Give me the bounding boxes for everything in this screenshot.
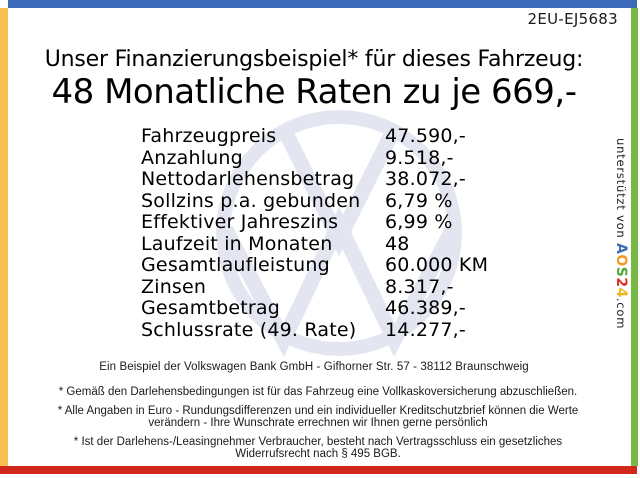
brand-letter: O [613,254,629,267]
finance-table: Fahrzeugpreis 47.590,- Anzahlung 9.518,- Net… [141,125,489,342]
row-value: 8.317,- [385,275,454,298]
table-row: Fahrzeugpreis 47.590,- [141,125,488,148]
bank-provider-line: Ein Beispiel der Volkswagen Bank GmbH - … [99,361,529,373]
table-row: Zinsen 8.317,- [141,275,488,299]
supported-by-prefix: unterstützt von [614,138,628,243]
row-value: 38.072,- [385,168,466,190]
table-row: Anzahlung 9.518,- [141,146,488,170]
row-label: Nettodarlehensbetrag [141,168,355,190]
row-label: Sollzins p.a. gebunden [141,189,361,212]
table-row: Laufzeit in Monaten 48 [141,232,488,256]
row-label: Effektiver Jahreszins [141,211,339,233]
table-row: Gesamtlaufleistung 60.000 KM [141,254,489,277]
row-label: Fahrzeugpreis [141,125,277,147]
frame-bar-bottom [0,466,637,474]
row-label: Zinsen [141,275,207,298]
footnotes: * Gemäß den Darlehensbedingungen ist für… [20,386,616,467]
row-label: Schlussrate (49. Rate) [141,318,357,341]
row-label: Laufzeit in Monaten [141,232,333,255]
table-row: Gesamtbetrag 46.389,- [141,297,488,320]
supported-by-suffix: .com [614,297,628,330]
row-label: Gesamtbetrag [141,297,281,319]
row-value: 6,79 % [385,189,453,212]
supported-by-strip: unterstützt von AOS24.com [613,138,629,368]
brand-letter: 4 [613,287,629,298]
brand-letter: A [613,242,629,255]
row-value: 60.000 KM [385,254,489,276]
row-value: 47.590,- [385,125,466,147]
footnote: * Ist der Darlehens-/Leasingnehmer Verbr… [73,435,563,461]
frame-bar-top [8,0,637,8]
row-label: Gesamtlaufleistung [141,254,330,276]
row-label: Anzahlung [141,146,243,169]
brand-letter: S [613,266,629,278]
license-plate-code: 2EU-EJ5683 [527,10,618,28]
row-value: 48 [385,232,410,255]
row-value: 14.277,- [385,318,466,341]
headline: 48 Monatliche Raten zu je 669,- [51,72,577,112]
aos24-logo: AOS24 [613,243,629,298]
brand-letter: 2 [613,277,629,288]
footnote: * Alle Angaben in Euro - Rundungsdiffere… [57,404,579,430]
footnote: * Gemäß den Darlehensbedingungen ist für… [58,386,578,398]
frame-bar-right [631,8,638,466]
row-value: 6,99 % [385,211,453,233]
frame-bar-left [0,8,8,466]
table-row: Nettodarlehensbetrag 38.072,- [141,168,488,191]
intro-line: Unser Finanzierungsbeispiel* für dieses … [44,47,584,72]
row-value: 9.518,- [385,146,454,169]
table-row: Schlussrate (49. Rate) 14.277,- [141,318,488,342]
table-row: Sollzins p.a. gebunden 6,79 % [141,189,488,213]
table-row: Effektiver Jahreszins 6,99 % [141,211,488,234]
row-value: 46.389,- [385,297,466,319]
